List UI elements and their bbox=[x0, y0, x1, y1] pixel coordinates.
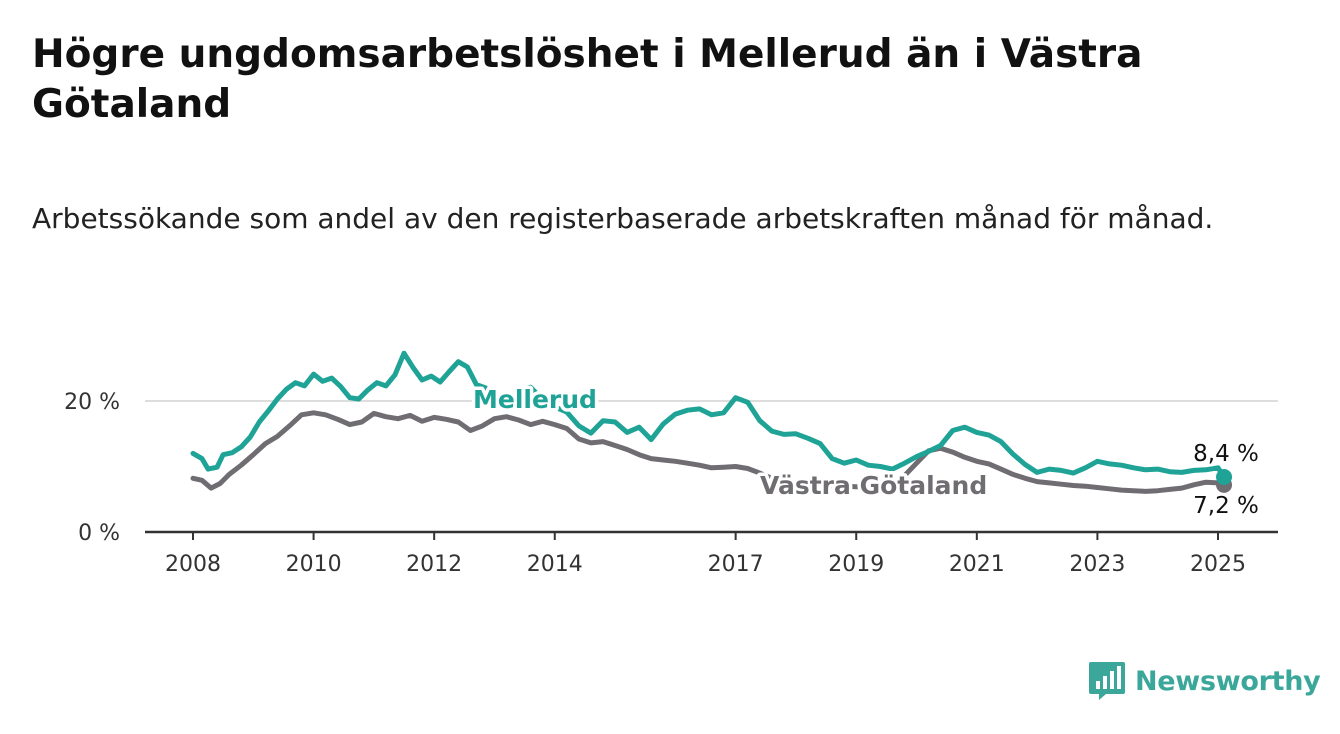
chart-title: Högre ungdomsarbetslöshet i Mellerud än … bbox=[32, 32, 1143, 127]
y-tick-label: 20 % bbox=[64, 390, 120, 415]
x-tick-label: 2012 bbox=[406, 552, 462, 577]
x-tick-label: 2010 bbox=[286, 552, 342, 577]
line-chart: 0 % 20 % 2008 2010 2012 2014 2017 2019 2021 2023 2… bbox=[64, 350, 1278, 577]
series-label-mellerud: Mellerud bbox=[473, 385, 597, 414]
brand-name: Newsworthy bbox=[1135, 665, 1321, 697]
series-label-mellerud-halo: Mellerud bbox=[473, 385, 597, 414]
x-tick-label: 2014 bbox=[527, 552, 583, 577]
x-tick-label: 2019 bbox=[828, 552, 884, 577]
y-tick-label: 0 % bbox=[78, 521, 120, 546]
series-line-mellerud bbox=[190, 350, 1227, 480]
newsworthy-logo: Newsworthy bbox=[1088, 660, 1321, 702]
end-label-vastra-gotaland: 7,2 % bbox=[1193, 493, 1259, 519]
x-tick-label: 2025 bbox=[1190, 552, 1246, 577]
end-label-mellerud-halo: 8,4 % bbox=[1193, 441, 1259, 467]
series-end-point bbox=[1216, 468, 1233, 485]
series-label-vastra-gotaland-halo: Västra Götaland bbox=[760, 471, 987, 500]
newsworthy-logo-icon bbox=[1089, 662, 1125, 700]
end-label-vastra-gotaland-halo: 7,2 % bbox=[1193, 493, 1259, 519]
series-line-vastra-gotaland bbox=[190, 410, 1227, 494]
x-tick-label: 2021 bbox=[949, 552, 1005, 577]
x-tick-label: 2017 bbox=[708, 552, 764, 577]
end-label-mellerud: 8,4 % bbox=[1193, 441, 1259, 467]
series-label-vastra-gotaland: Västra Götaland bbox=[760, 471, 987, 500]
x-tick-label: 2008 bbox=[165, 552, 221, 577]
chart-subtitle: Arbetssökande som andel av den registerb… bbox=[32, 202, 1214, 235]
x-tick-label: 2023 bbox=[1069, 552, 1125, 577]
